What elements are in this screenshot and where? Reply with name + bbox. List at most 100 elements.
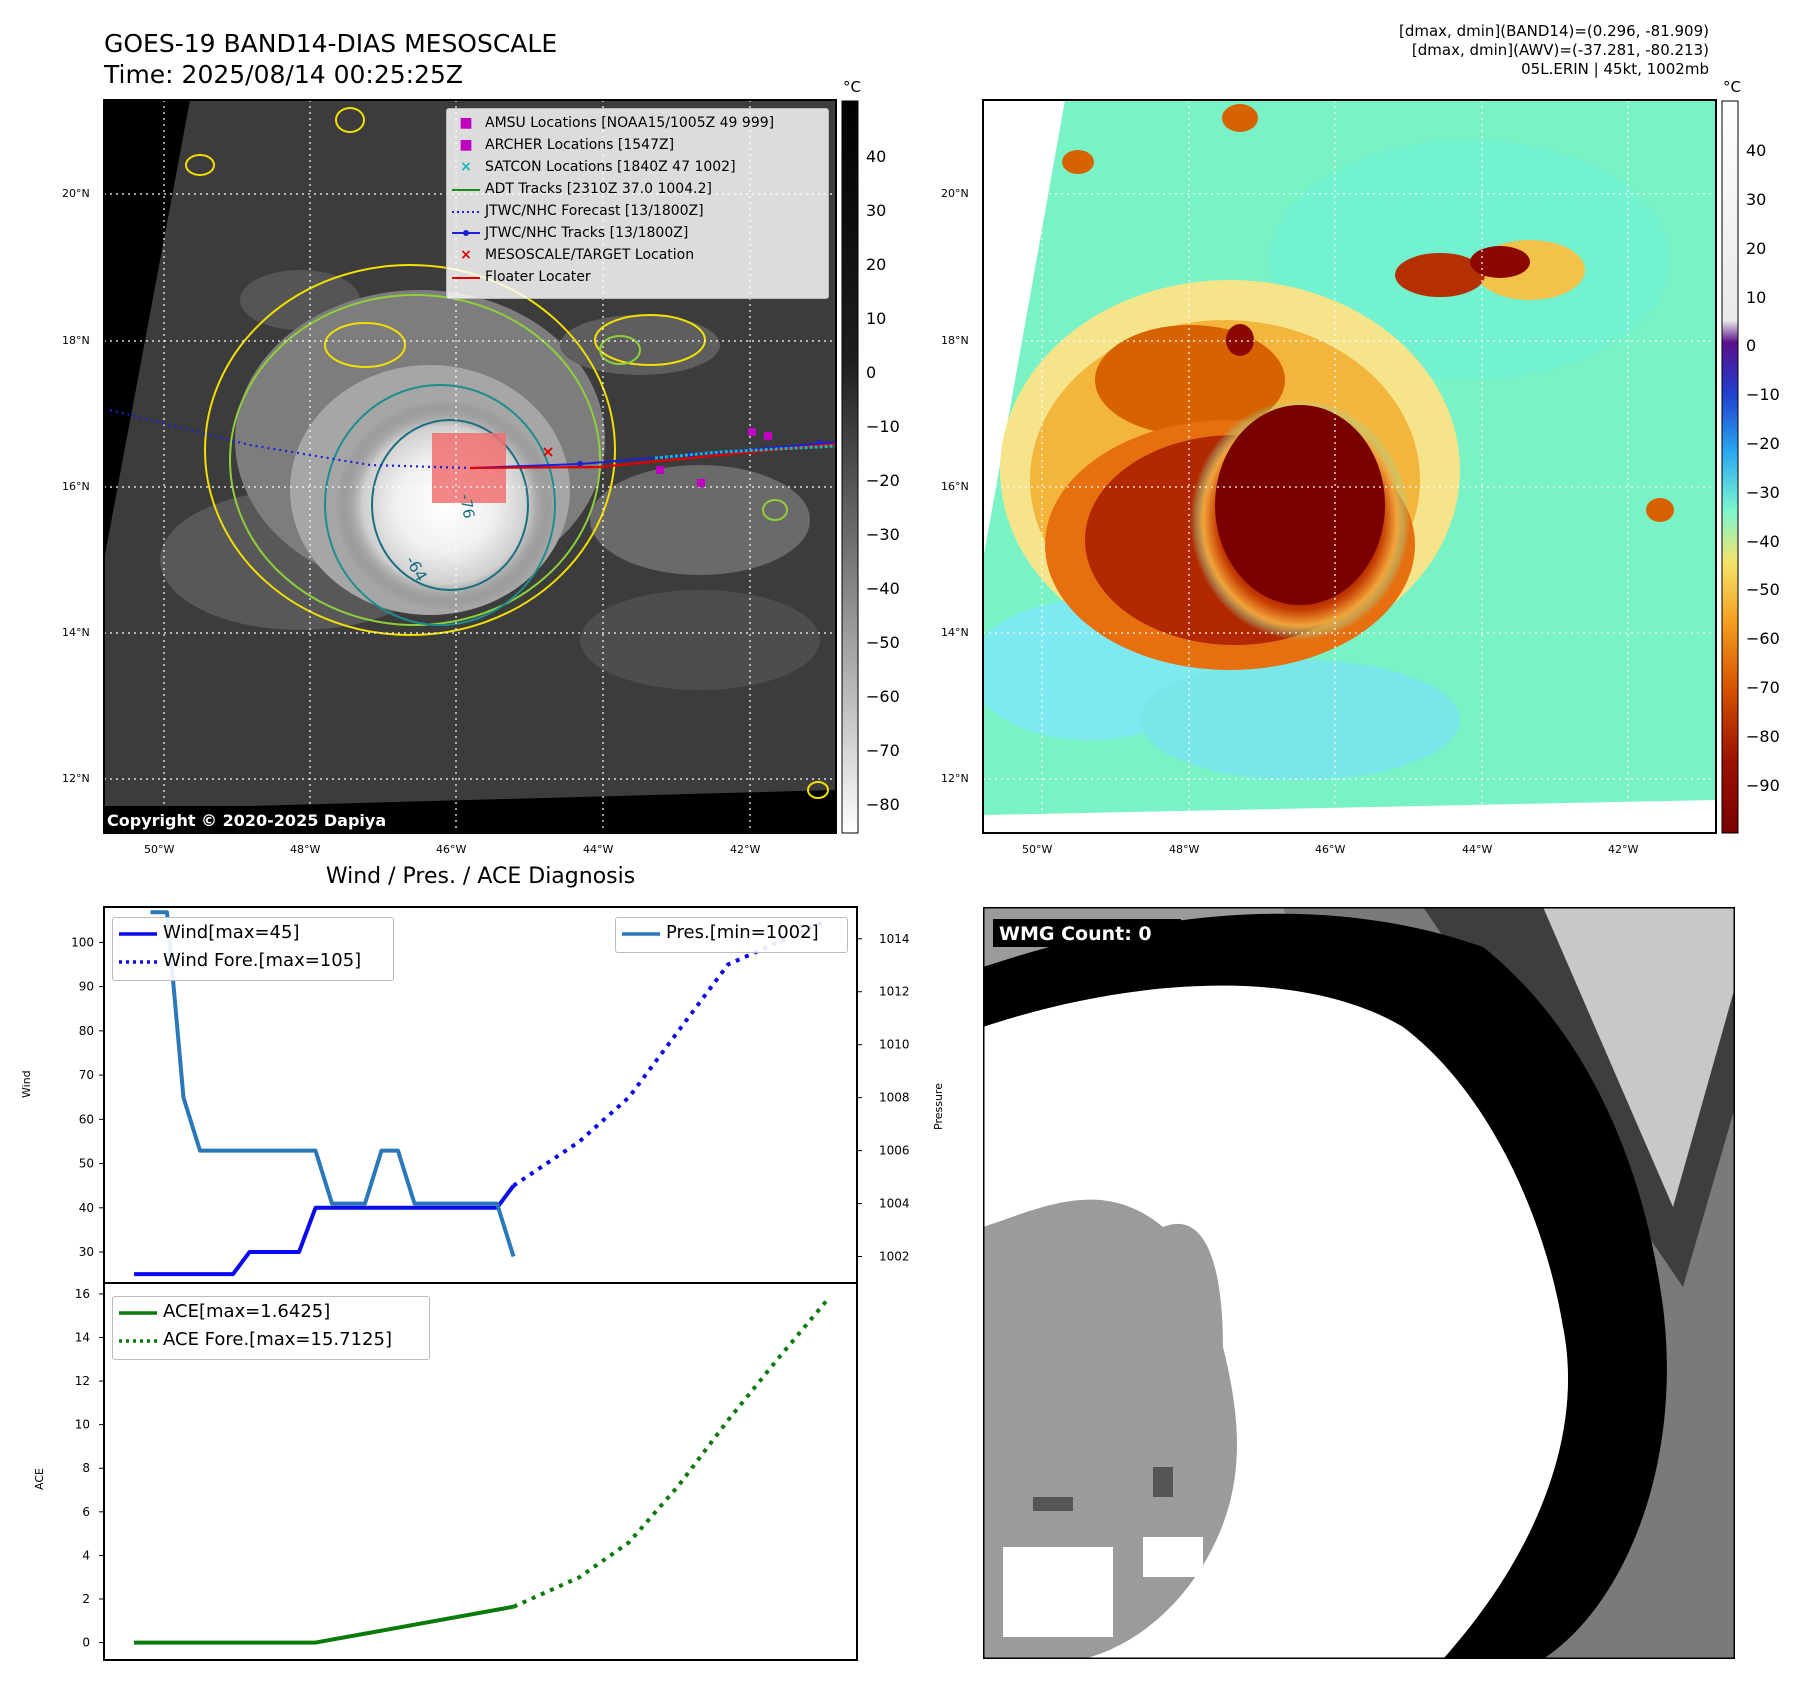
left-lon-tick-48: 48°W: [290, 843, 321, 856]
contour-label-76: -76: [456, 493, 478, 520]
ace-tick-label: 12: [75, 1374, 90, 1388]
ace-tick-label: 0: [82, 1636, 90, 1650]
ace-tick-label: 2: [82, 1592, 90, 1606]
right-lon-tick-50: 50°W: [1022, 843, 1053, 856]
ace-legend: ACE[max=1.6425] ACE Fore.[max=15.7125]: [112, 1296, 430, 1360]
right-cb-tick-30: 30: [1746, 190, 1767, 209]
ace-series-line-0: [134, 1604, 514, 1645]
wind-tick-label: 40: [79, 1201, 94, 1215]
line-icon: [447, 269, 485, 285]
left-cb-tick-m20: −20: [866, 471, 900, 490]
legend-ace: ACE[max=1.6425]: [113, 1297, 429, 1325]
right-lat-tick-12: 12°N: [941, 772, 969, 785]
left-cb-tick-m70: −70: [866, 741, 900, 760]
pressure-legend: Pres.[min=1002]: [615, 917, 848, 953]
right-cb-tick-10: 10: [1746, 288, 1767, 307]
dotted-line-icon: [113, 1329, 163, 1350]
right-cb-tick-m10: −10: [1746, 385, 1780, 404]
right-colorbar-unit: °C: [1723, 78, 1741, 96]
pressure-tick-label: 1012: [879, 985, 910, 999]
right-cb-tick-m90: −90: [1746, 776, 1780, 795]
info-line-2: [dmax, dmin](AWV)=(-37.281, -80.213): [1411, 41, 1709, 59]
ace-chart: 0 2 4 6 8 10 12 14 16: [75, 1282, 858, 1661]
pressure-axis-label: Pressure: [932, 1083, 945, 1130]
legend-forecast: JTWC/NHC Forecast [13/1800Z]: [447, 200, 828, 222]
left-lon-tick-42: 42°W: [730, 843, 761, 856]
ace-tick-label: 8: [82, 1461, 90, 1475]
right-cb-tick-0: 0: [1746, 336, 1757, 355]
right-lon-tick-42: 42°W: [1608, 843, 1639, 856]
right-cb-tick-m20: −20: [1746, 434, 1780, 453]
left-cb-tick-m10: −10: [866, 417, 900, 436]
x-marker-icon: ×: [460, 247, 472, 263]
left-lon-tick-46: 46°W: [436, 843, 467, 856]
right-cb-tick-m60: −60: [1746, 629, 1780, 648]
right-lon-tick-44: 44°W: [1462, 843, 1493, 856]
left-cb-tick-30: 30: [866, 201, 887, 220]
ace-tick-label: 10: [75, 1418, 90, 1432]
right-cb-tick-m80: −80: [1746, 727, 1780, 746]
wind-tick-label: 30: [79, 1245, 94, 1259]
wmg-panel: WMG Count: 0: [983, 907, 1735, 1659]
wind-tick-label: 70: [79, 1068, 94, 1082]
left-lon-tick-50: 50°W: [144, 843, 175, 856]
right-lat-tick-18: 18°N: [941, 334, 969, 347]
pressure-tick-label: 1010: [879, 1038, 910, 1052]
legend-adt: ADT Tracks [2310Z 37.0 1004.2]: [447, 178, 828, 200]
square-icon: ■: [459, 115, 473, 131]
right-cb-tick-m50: −50: [1746, 580, 1780, 599]
left-colorbar: [841, 100, 859, 834]
wind-series-line-0: [134, 1184, 516, 1277]
ace-tick-label: 6: [82, 1505, 90, 1519]
legend-amsu: ■ AMSU Locations [NOAA15/1005Z 49 999]: [447, 112, 828, 134]
wind-tick-label: 50: [79, 1157, 94, 1171]
left-map-frame: [103, 99, 837, 834]
line-icon: [616, 922, 666, 943]
legend-ace-fore: ACE Fore.[max=15.7125]: [113, 1325, 429, 1353]
right-colorbar: [1721, 100, 1739, 834]
legend-wind-fore: Wind Fore.[max=105]: [113, 946, 393, 974]
square-icon: ■: [459, 137, 473, 153]
ace-series-line-1: [512, 1298, 829, 1609]
x-marker-icon: ×: [460, 159, 472, 175]
right-lat-tick-14: 14°N: [941, 626, 969, 639]
wind-tick-label: 60: [79, 1112, 94, 1126]
left-lat-tick-12: 12°N: [62, 772, 90, 785]
wind-axis-label: Wind: [20, 1070, 33, 1098]
pressure-tick-label: 1004: [879, 1197, 910, 1211]
wmg-count-label: WMG Count: 0: [999, 923, 1152, 945]
pressure-tick-label: 1006: [879, 1144, 910, 1158]
info-line-1: [dmax, dmin](BAND14)=(0.296, -81.909): [1398, 22, 1709, 40]
line-dot-icon: [447, 225, 485, 241]
legend-archer: ■ ARCHER Locations [1547Z]: [447, 134, 828, 156]
wind-tick-label: 100: [71, 935, 94, 949]
ace-tick-label: 16: [75, 1287, 90, 1301]
left-cb-tick-m30: −30: [866, 525, 900, 544]
ace-tick-label: 4: [82, 1548, 90, 1562]
wind-pressure-chart: 30 40 50 60 70 80 90 100 1002 1004 1006 1008 1010 101…: [71, 906, 910, 1284]
right-cb-tick-m70: −70: [1746, 678, 1780, 697]
left-lat-tick-14: 14°N: [62, 626, 90, 639]
right-cb-tick-40: 40: [1746, 141, 1767, 160]
left-cb-tick-m50: −50: [866, 633, 900, 652]
left-cb-tick-10: 10: [866, 309, 887, 328]
legend-target: × MESOSCALE/TARGET Location: [447, 244, 828, 266]
left-cb-tick-0: 0: [866, 363, 877, 382]
left-lat-tick-20: 20°N: [62, 187, 90, 200]
ace-axis-label: ACE: [33, 1468, 46, 1490]
wind-series-line-1: [512, 918, 828, 1188]
right-cb-tick-m40: −40: [1746, 532, 1780, 551]
wind-tick-label: 80: [79, 1024, 94, 1038]
right-cb-tick-20: 20: [1746, 239, 1767, 258]
title-line-2: Time: 2025/08/14 00:25:25Z: [104, 60, 463, 89]
legend-floater: Floater Locater: [447, 266, 828, 288]
line-icon: [113, 922, 163, 943]
legend-pressure: Pres.[min=1002]: [616, 918, 847, 946]
pressure-tick-label: 1014: [879, 932, 910, 946]
left-lat-tick-18: 18°N: [62, 334, 90, 347]
right-cb-tick-m30: −30: [1746, 483, 1780, 502]
legend-wind: Wind[max=45]: [113, 918, 393, 946]
right-lon-tick-48: 48°W: [1169, 843, 1200, 856]
svg-text:×: ×: [541, 442, 554, 461]
